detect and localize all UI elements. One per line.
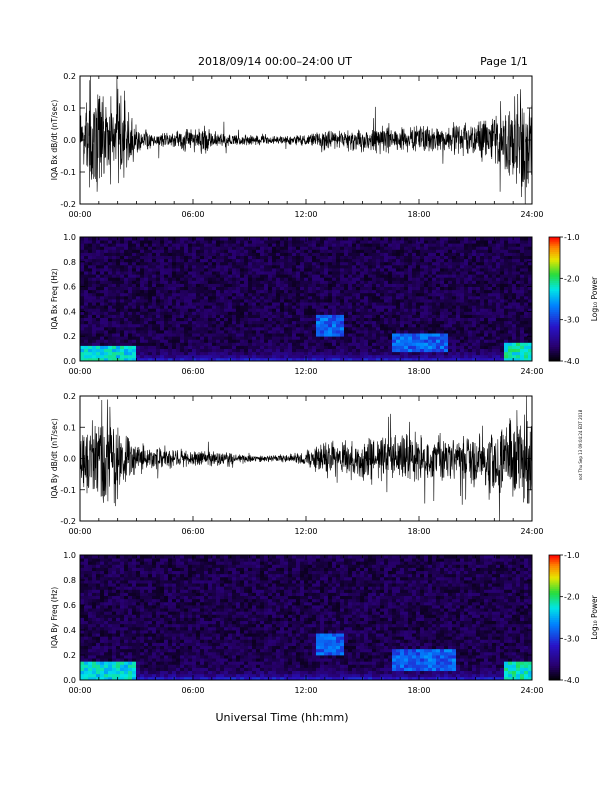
y-tick-label: -0.2 <box>60 517 76 526</box>
side-stamp: not Thu Sep 13 09:04:24 EDT 2018 <box>578 409 583 480</box>
panel-4: -1.0 -2.0 -3.0 -4.0 Log₁₀ Power 00:00 06:00 12:… <box>50 551 599 695</box>
y-tick-label: -0.1 <box>60 168 76 177</box>
colorbar-tick-label: -3.0 <box>564 634 580 643</box>
x-tick-label: 18:00 <box>407 367 430 376</box>
colorbar-tick-label: -1.0 <box>564 551 580 560</box>
colorbar: -1.0 -2.0 -3.0 -4.0 Log₁₀ Power <box>548 551 599 685</box>
y-tick-label: 0.0 <box>63 676 76 685</box>
colorbar-tick-label: -2.0 <box>564 274 580 283</box>
x-tick-label: 12:00 <box>294 527 317 536</box>
colorbar-tick-label: -4.0 <box>564 676 580 685</box>
figure-title: 2018/09/14 00:00–24:00 UT <box>198 55 352 68</box>
y-axis-label: IQA By dB/dt (nT/sec) <box>50 418 59 499</box>
panel-1: 00:00 06:00 12:00 18:00 24:00 -0.2 -0.1 0.0 0.1 0… <box>50 72 544 219</box>
y-axis-label: IQA By Freq (Hz) <box>50 587 59 649</box>
y-tick-label: 0.8 <box>63 576 76 585</box>
y-tick-label: 0.6 <box>63 601 76 610</box>
x-tick-label: 24:00 <box>520 527 543 536</box>
y-axis-label: IQA Bx dB/dt (nT/sec) <box>50 100 59 181</box>
y-tick-label: 0.0 <box>63 357 76 366</box>
dbdt-trace <box>80 396 532 521</box>
y-tick-label: 0.0 <box>63 136 76 145</box>
x-tick-label: 06:00 <box>181 527 204 536</box>
x-tick-label: 06:00 <box>181 367 204 376</box>
y-axis-label: IQA Bx Freq (Hz) <box>50 268 59 330</box>
x-axis-label: Universal Time (hh:mm) <box>216 711 349 724</box>
x-tick-label: 24:00 <box>520 686 543 695</box>
y-tick-label: -0.1 <box>60 486 76 495</box>
panel-3: 00:00 06:00 12:00 18:00 24:00 -0.2 -0.1 0.0 0.1 0… <box>50 392 544 536</box>
x-tick-label: 24:00 <box>520 210 543 219</box>
y-tick-label: -0.2 <box>60 200 76 209</box>
spectrogram-cells <box>80 555 533 681</box>
y-tick-label: 0.1 <box>63 104 76 113</box>
x-tick-label: 00:00 <box>68 210 91 219</box>
x-tick-label: 12:00 <box>294 367 317 376</box>
colorbar-frame <box>548 554 561 681</box>
y-tick-label: 0.2 <box>63 392 76 401</box>
spectrogram-cells <box>80 237 533 362</box>
y-tick-label: 0.6 <box>63 283 76 292</box>
x-tick-label: 18:00 <box>407 210 430 219</box>
x-tick-label: 12:00 <box>294 210 317 219</box>
x-tick-label: 00:00 <box>68 686 91 695</box>
y-tick-label: 0.4 <box>63 626 76 635</box>
y-tick-label: 0.2 <box>63 332 76 341</box>
y-tick-label: 0.0 <box>63 455 76 464</box>
colorbar-tick-label: -3.0 <box>564 316 580 325</box>
colorbar: -1.0 -2.0 -3.0 -4.0 Log₁₀ Power <box>548 233 599 366</box>
colorbar-tick-label: -4.0 <box>564 357 580 366</box>
colorbar-frame <box>548 236 561 362</box>
y-tick-label: 0.4 <box>63 307 76 316</box>
x-tick-label: 00:00 <box>68 367 91 376</box>
page-indicator: Page 1/1 <box>480 55 528 68</box>
x-tick-label: 18:00 <box>407 686 430 695</box>
x-tick-label: 12:00 <box>294 686 317 695</box>
x-tick-label: 24:00 <box>520 367 543 376</box>
panel-2: -1.0 -2.0 -3.0 -4.0 Log₁₀ Power 00:00 06:00 12:… <box>50 233 599 376</box>
y-tick-label: 0.2 <box>63 72 76 81</box>
y-tick-label: 0.8 <box>63 258 76 267</box>
colorbar-tick-label: -2.0 <box>564 593 580 602</box>
x-tick-label: 00:00 <box>68 527 91 536</box>
dbdt-trace <box>80 76 532 204</box>
y-tick-label: 1.0 <box>63 551 76 560</box>
y-tick-label: 1.0 <box>63 233 76 242</box>
colorbar-label: Log₁₀ Power <box>590 276 599 321</box>
x-tick-label: 06:00 <box>181 686 204 695</box>
y-tick-label: 0.1 <box>63 423 76 432</box>
y-tick-label: 0.2 <box>63 651 76 660</box>
x-tick-label: 06:00 <box>181 210 204 219</box>
x-tick-label: 18:00 <box>407 527 430 536</box>
colorbar-tick-label: -1.0 <box>564 233 580 242</box>
colorbar-label: Log₁₀ Power <box>590 594 599 639</box>
